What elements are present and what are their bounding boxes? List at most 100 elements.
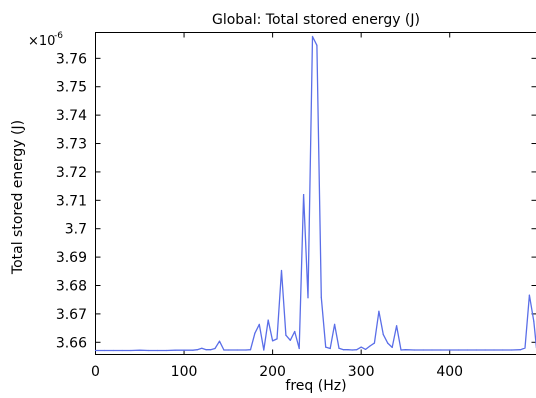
data-point — [338, 347, 340, 349]
y-tick-label: 3.68 — [56, 279, 87, 295]
y-tick-label: 3.75 — [56, 80, 87, 96]
x-tick-label: 300 — [348, 364, 375, 380]
data-point — [214, 347, 216, 350]
data-point — [391, 346, 393, 348]
data-point — [285, 334, 287, 336]
data-point — [484, 349, 486, 351]
data-point — [258, 323, 260, 325]
data-point — [272, 340, 274, 342]
data-point — [373, 342, 375, 344]
data-point — [121, 349, 123, 352]
data-point — [347, 349, 349, 351]
data-point — [205, 349, 207, 351]
data-point — [440, 349, 442, 351]
data-point — [280, 269, 283, 272]
data-point — [94, 349, 97, 352]
data-point — [520, 349, 522, 351]
data-point — [276, 338, 278, 340]
data-point — [387, 342, 389, 344]
data-point — [493, 349, 495, 351]
data-point — [325, 346, 327, 348]
data-point — [130, 349, 132, 352]
data-point — [303, 194, 305, 196]
y-scale-label: ×10 -6 — [28, 31, 63, 49]
data-point — [431, 349, 433, 351]
data-point — [249, 349, 252, 351]
y-ticks: 3.66 3.67 3.68 3.69 3.7 3.71 3.72 3.73 3.74 3.75 3… — [56, 51, 536, 351]
data-point — [263, 349, 265, 351]
data-point — [334, 323, 336, 325]
chart-title: Global: Total stored energy (J) — [212, 12, 420, 28]
data-point — [236, 349, 238, 351]
data-point — [254, 332, 256, 334]
y-tick-label: 3.66 — [56, 335, 87, 351]
data-point — [183, 349, 185, 351]
data-point — [502, 349, 504, 351]
data-point — [294, 330, 296, 333]
data-point — [201, 347, 203, 349]
data-point — [320, 296, 322, 298]
plot-frame — [95, 32, 536, 355]
y-tick-label: 3.73 — [56, 137, 87, 153]
data-point — [382, 334, 384, 336]
data-point — [533, 320, 535, 322]
y-tick-label: 3.72 — [56, 165, 87, 181]
data-point — [475, 349, 477, 351]
x-axis-label: freq (Hz) — [285, 378, 346, 394]
data-point — [396, 325, 398, 327]
data-point — [413, 349, 415, 351]
data-point — [365, 348, 367, 350]
x-tick-label: 0 — [91, 364, 100, 380]
y-tick-label: 3.74 — [56, 108, 87, 124]
data-point — [103, 349, 105, 352]
data-point — [356, 349, 358, 351]
data-point — [298, 347, 300, 350]
y-tick-label: 3.76 — [56, 51, 87, 67]
y-scale-exponent: -6 — [54, 31, 63, 41]
data-point — [511, 349, 513, 351]
data-point — [369, 345, 371, 347]
data-point — [165, 349, 167, 352]
series-line — [95, 35, 536, 352]
data-point — [227, 349, 229, 351]
data-point — [223, 349, 225, 351]
data-point — [139, 349, 141, 351]
data-point — [400, 349, 402, 351]
data-point — [267, 319, 269, 321]
data-point — [342, 349, 345, 351]
y-tick-label: 3.7 — [65, 222, 87, 238]
y-tick-label: 3.67 — [56, 307, 87, 323]
y-tick-label: 3.71 — [56, 193, 87, 209]
data-point — [156, 349, 159, 352]
data-point — [378, 310, 380, 312]
x-tick-label: 400 — [436, 364, 463, 380]
data-point — [192, 349, 194, 351]
data-point — [218, 340, 221, 342]
y-scale-base: ×10 — [28, 34, 55, 49]
data-point — [351, 349, 353, 351]
data-point — [449, 349, 451, 351]
y-tick-label: 3.69 — [56, 250, 87, 266]
data-point — [311, 35, 314, 38]
data-point — [289, 339, 291, 341]
x-tick-label: 100 — [171, 364, 198, 380]
data-point — [360, 346, 362, 348]
data-point — [196, 349, 198, 351]
data-point — [404, 349, 406, 351]
data-point — [458, 349, 460, 351]
series-group — [94, 35, 536, 352]
data-point — [316, 44, 318, 46]
data-point — [466, 349, 468, 351]
data-point — [112, 349, 114, 352]
data-point — [245, 349, 247, 351]
data-point — [148, 349, 150, 352]
data-point — [210, 349, 212, 351]
data-point — [329, 347, 331, 350]
data-point — [528, 294, 531, 296]
data-point — [422, 349, 424, 351]
x-tick-label: 200 — [259, 364, 286, 380]
data-point — [174, 349, 176, 351]
data-point — [524, 347, 526, 349]
data-point — [307, 297, 309, 299]
y-axis-label: Total stored energy (J) — [10, 120, 26, 275]
